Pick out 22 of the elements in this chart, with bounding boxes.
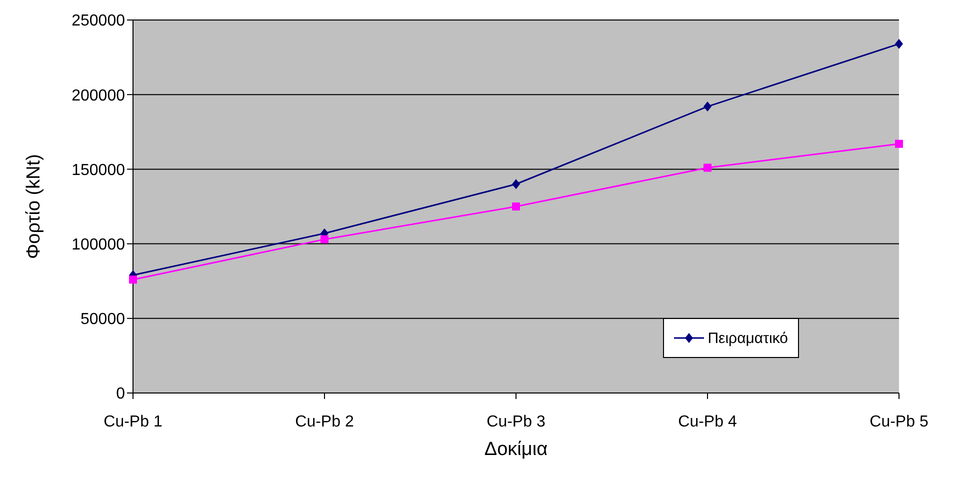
y-axis-title: Φορτίο (kNt) bbox=[24, 154, 45, 259]
y-tick-label: 0 bbox=[116, 386, 126, 403]
x-tick-label: Cu-Pb 2 bbox=[295, 413, 354, 430]
point bbox=[895, 38, 903, 49]
x-axis-title: Δοκίμια bbox=[484, 439, 548, 460]
y-tick-label: 50000 bbox=[80, 311, 126, 328]
x-tick-label: Cu-Pb 4 bbox=[678, 413, 737, 430]
x-tick-label: Cu-Pb 1 bbox=[104, 413, 162, 430]
y-tick-label: 250000 bbox=[72, 12, 126, 30]
y-tick-label: 150000 bbox=[72, 162, 126, 179]
point bbox=[704, 102, 712, 112]
point bbox=[895, 140, 903, 148]
y-tick-label: 200000 bbox=[72, 87, 126, 104]
point bbox=[512, 179, 520, 190]
x-tick-label: Cu-Pb 5 bbox=[870, 413, 928, 430]
y-tick-label: 100000 bbox=[72, 236, 126, 254]
point bbox=[320, 235, 328, 244]
x-tick-label: Cu-Pb 3 bbox=[486, 413, 546, 430]
point bbox=[129, 276, 137, 284]
legend-label: Πειραματικό bbox=[708, 330, 788, 346]
point bbox=[704, 164, 712, 172]
point bbox=[512, 202, 520, 210]
